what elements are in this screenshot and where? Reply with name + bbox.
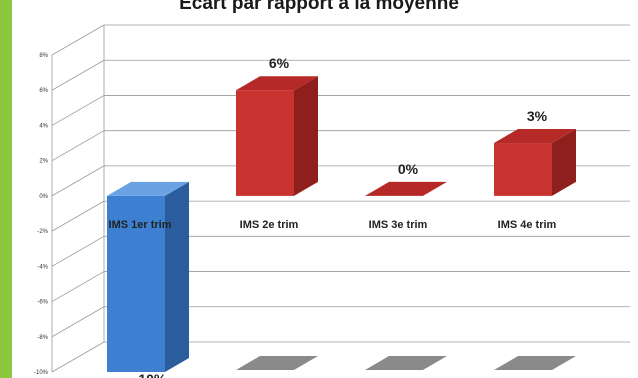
bar xyxy=(494,143,552,196)
bar-side xyxy=(552,129,576,196)
y-tick-label: 0% xyxy=(39,194,48,200)
gridline-depth xyxy=(51,95,105,126)
category-label: IMS 2e trim xyxy=(240,219,299,231)
category-label: IMS 3e trim xyxy=(369,219,428,231)
y-tick-label: 8% xyxy=(39,53,48,59)
y-tick-label: -4% xyxy=(37,264,48,270)
y-tick-label: 2% xyxy=(39,159,48,165)
floor-slab xyxy=(365,356,447,370)
category-label: IMS 1er trim xyxy=(109,219,172,231)
chart-title: Ecart par rapport à la moyenne xyxy=(179,0,459,14)
bar-top xyxy=(236,76,318,91)
gridline-depth xyxy=(51,271,105,302)
y-tick-label: -8% xyxy=(37,335,48,341)
gridline-depth xyxy=(51,130,105,162)
gridline-depth xyxy=(51,341,105,373)
gridline-depth xyxy=(51,235,105,267)
floor-slab xyxy=(236,356,318,370)
gridline-depth xyxy=(51,306,105,338)
bar-top xyxy=(494,129,576,144)
data-label: 6% xyxy=(269,55,290,71)
gridline-depth xyxy=(51,200,105,232)
bar-side xyxy=(294,76,318,196)
bar xyxy=(236,90,294,196)
data-label: 0% xyxy=(398,161,419,177)
bar-top xyxy=(365,181,447,196)
y-tick-label: 6% xyxy=(39,88,48,94)
y-tick-label: -2% xyxy=(37,229,48,235)
floor-slab xyxy=(494,356,576,370)
y-tick-label: -6% xyxy=(37,300,48,306)
bar-top xyxy=(107,181,189,196)
data-label: 3% xyxy=(527,108,548,124)
y-tick-label: -10% xyxy=(34,370,49,376)
bar xyxy=(107,195,165,372)
gridline-depth xyxy=(51,24,105,56)
category-label: IMS 4e trim xyxy=(498,219,557,231)
bar-side xyxy=(165,181,189,372)
y-tick-label: 4% xyxy=(39,123,48,129)
gridline-depth xyxy=(51,59,105,91)
data-label: -10% xyxy=(134,371,167,378)
gridline-depth xyxy=(51,165,105,197)
